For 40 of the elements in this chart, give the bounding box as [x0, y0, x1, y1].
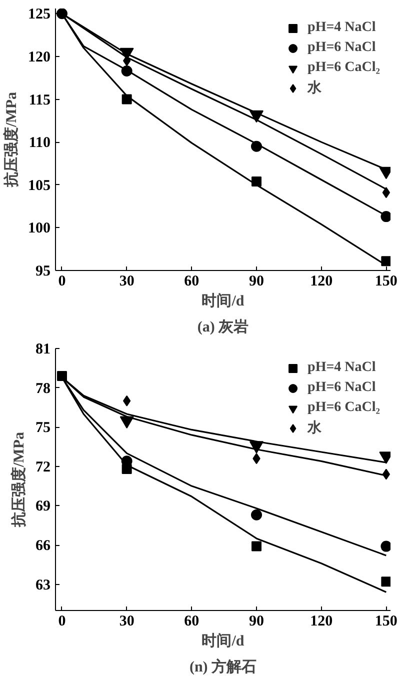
y-tick-label: 110 [28, 135, 51, 152]
legend-label: pH=6 CaCl₂ [308, 60, 380, 76]
legend-label: pH=6 NaCl [308, 380, 376, 396]
text: (a) 灰岩 [197, 318, 249, 336]
y-tick-label: 63 [36, 577, 50, 594]
x-tick-label: 90 [249, 274, 264, 290]
x-tick-label: 120 [310, 614, 333, 630]
y-axis-title: 抗压强度/MPa [10, 432, 28, 528]
x-tick-label: 120 [310, 274, 333, 290]
legend-label: 水 [308, 79, 323, 97]
legend-label: pH=6 NaCl [308, 40, 376, 56]
x-axis-title: 时间/d [202, 632, 245, 650]
y-axis-title: 抗压强度/MPa [2, 92, 20, 188]
x-tick-label: 150 [374, 274, 398, 290]
legend-label: pH=4 NaCl [308, 360, 376, 376]
x-tick-label: 60 [184, 274, 200, 290]
x-tick-label: 30 [119, 614, 134, 630]
y-tick-label: 72 [36, 459, 50, 476]
y-tick-label: 125 [28, 6, 50, 23]
text: (n) 方解石 [189, 658, 257, 676]
y-tick-label: 120 [28, 49, 50, 66]
x-tick-label: 90 [249, 614, 264, 630]
y-tick-label: 95 [36, 264, 50, 280]
x-tick-label: 150 [374, 614, 398, 630]
y-tick-label: 66 [36, 538, 51, 554]
y-tick-label: 78 [36, 380, 50, 397]
x-tick-label: 30 [119, 274, 134, 290]
y-tick-label: 75 [36, 420, 50, 436]
x-axis-title: 时间/d [202, 292, 245, 310]
legend-label: 水 [308, 419, 323, 437]
y-tick-label: 105 [28, 178, 50, 194]
y-tick-label: 100 [28, 220, 50, 237]
legend-label: pH=6 CaCl₂ [308, 400, 380, 416]
y-tick-label: 115 [28, 92, 51, 108]
y-tick-label: 81 [36, 342, 50, 358]
x-tick-label: 0 [58, 614, 66, 630]
legend-label: pH=4 NaCl [308, 20, 376, 36]
y-tick-label: 69 [36, 498, 50, 515]
x-tick-label: 60 [184, 614, 200, 630]
x-tick-label: 0 [58, 274, 66, 290]
